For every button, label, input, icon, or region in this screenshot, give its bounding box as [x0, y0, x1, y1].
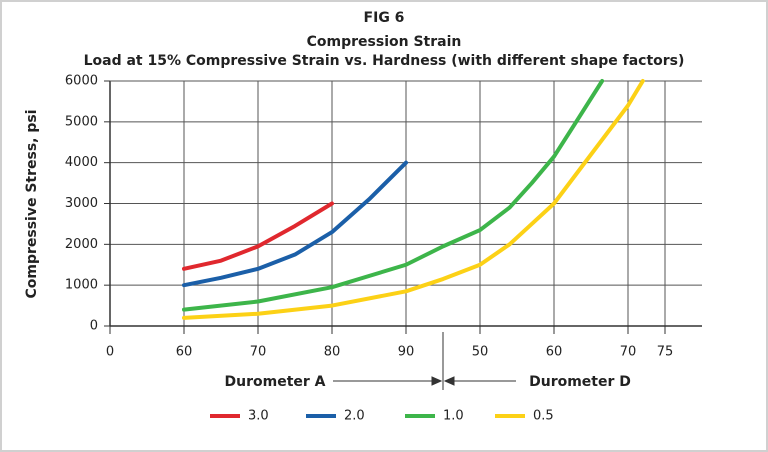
x-tick-label: 0 — [106, 345, 114, 360]
x-tick-label: 60 — [546, 345, 563, 360]
series-line — [182, 79, 605, 312]
legend-label: 0.5 — [533, 409, 554, 424]
chart-title: FIG 6 — [364, 10, 405, 26]
y-tick-label: 2000 — [65, 237, 98, 252]
x-tick-label: 70 — [620, 345, 637, 360]
x-axis-title: Durometer D — [529, 374, 631, 390]
x-tick-label: 60 — [176, 345, 193, 360]
series-line — [182, 201, 334, 271]
series-line — [182, 79, 645, 320]
legend-label: 1.0 — [443, 409, 464, 424]
chart-subtitle: Compression Strain — [307, 34, 462, 50]
y-tick-label: 5000 — [65, 114, 98, 129]
x-tick-label: 80 — [324, 345, 341, 360]
x-tick-label: 75 — [657, 345, 674, 360]
x-tick-label: 90 — [398, 345, 415, 360]
x-tick-label: 70 — [250, 345, 267, 360]
y-tick-label: 0 — [90, 319, 98, 334]
legend-label: 3.0 — [248, 409, 269, 424]
scale-divider — [333, 332, 516, 390]
y-tick-label: 1000 — [65, 278, 98, 293]
y-tick-label: 4000 — [65, 155, 98, 170]
y-axis-title: Compressive Stress, psi — [24, 109, 40, 298]
chart-subtitle: Load at 15% Compressive Strain vs. Hardn… — [84, 53, 685, 69]
y-tick-label: 3000 — [65, 196, 98, 211]
series-line — [182, 160, 408, 288]
legend-label: 2.0 — [344, 409, 365, 424]
x-axis-title: Durometer A — [225, 374, 326, 390]
y-tick-label: 6000 — [65, 74, 98, 89]
x-tick-label: 50 — [472, 345, 489, 360]
